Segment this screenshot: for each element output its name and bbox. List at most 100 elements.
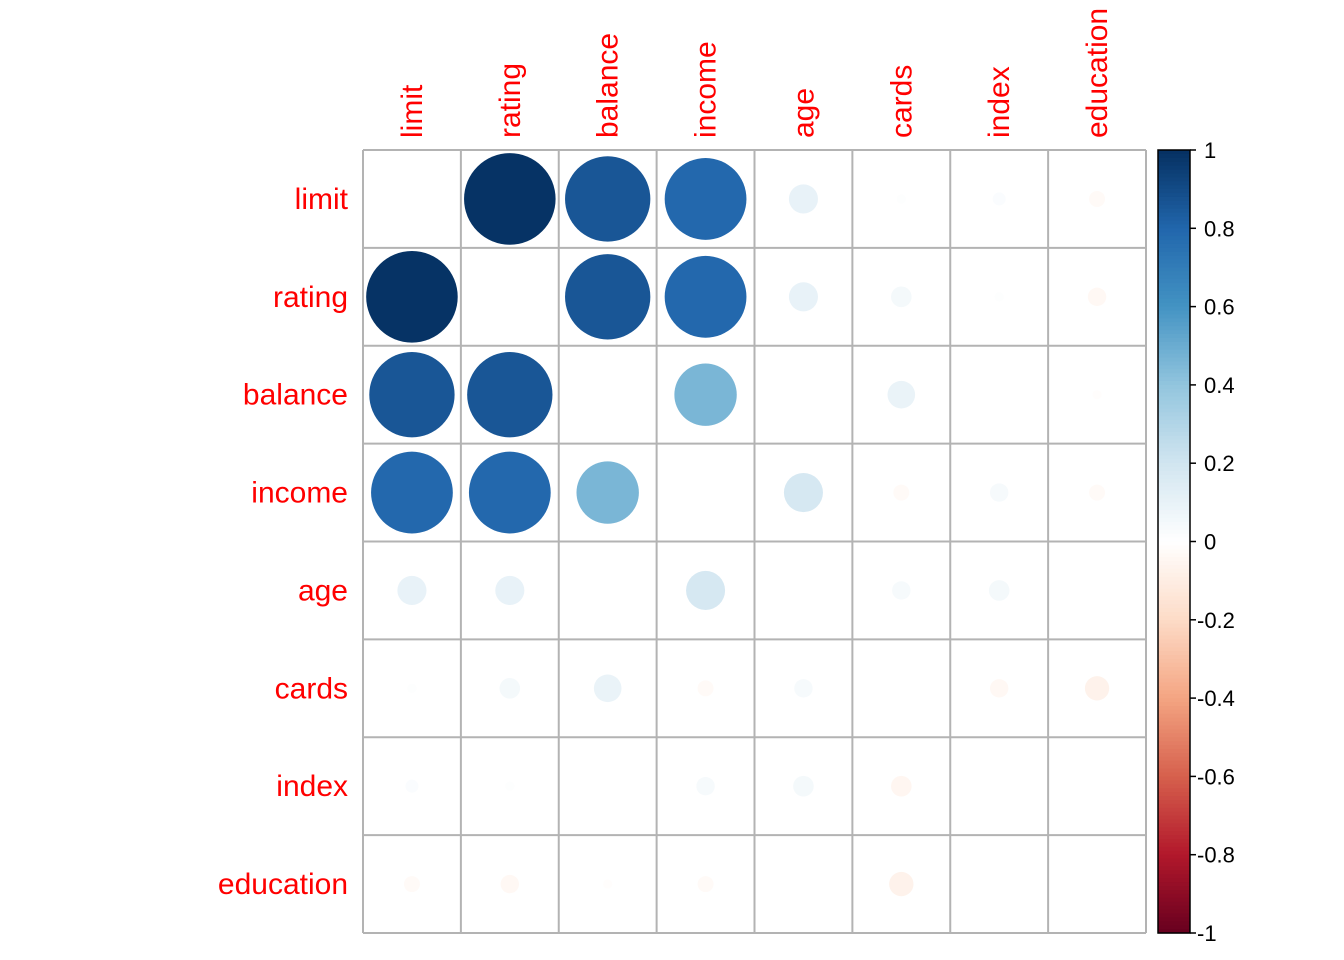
colorbar-segment (1158, 639, 1190, 644)
colorbar-tick-label: -0.8 (1197, 843, 1235, 868)
colorbar-segment (1158, 694, 1190, 699)
colorbar-segment (1158, 819, 1190, 824)
colorbar-tick-label: -1 (1197, 921, 1217, 946)
corr-circle-age-limit (397, 575, 427, 605)
row-label-age: age (298, 574, 348, 607)
colorbar-segment (1158, 232, 1190, 237)
corr-circle-limit-rating (464, 153, 556, 245)
colorbar-segment (1158, 494, 1190, 500)
colorbar-segment (1158, 627, 1190, 633)
colorbar-segment (1158, 529, 1190, 535)
colorbar-segment (1158, 592, 1190, 597)
colorbar-segment (1158, 658, 1190, 664)
colorbar-segment (1158, 193, 1190, 198)
colorbar-segment (1158, 459, 1190, 464)
corr-circle-cards-limit (407, 683, 417, 693)
colorbar-segment (1158, 255, 1190, 261)
colorbar-segment (1158, 518, 1190, 523)
colorbar-segment (1158, 655, 1190, 660)
colorbar-segment (1158, 353, 1190, 359)
colorbar-segment (1158, 564, 1190, 570)
colorbar-segment (1158, 412, 1190, 417)
colorbar-segment (1158, 878, 1190, 883)
colorbar-segment (1158, 721, 1190, 727)
colorbar-segment (1158, 361, 1190, 366)
colorbar-segment (1158, 698, 1190, 703)
row-label-limit: limit (295, 183, 349, 216)
colorbar-segment (1158, 702, 1190, 707)
colorbar-segment (1158, 251, 1190, 257)
colorbar-segment (1158, 404, 1190, 409)
colorbar-segment (1158, 439, 1190, 445)
colorbar-segment (1158, 294, 1190, 300)
grid-lines (362, 149, 1147, 934)
colorbar-segment (1158, 678, 1190, 684)
colorbar-segment (1158, 200, 1190, 206)
corr-circle-limit-education (1089, 190, 1106, 207)
colorbar-segment (1158, 608, 1190, 613)
colorbar-segment (1158, 662, 1190, 668)
colorbar-segment (1158, 795, 1190, 801)
colorbar-segment (1158, 647, 1190, 652)
colorbar-segment (1158, 240, 1190, 245)
colorbar-segment (1158, 596, 1190, 601)
colorbar-segment (1158, 768, 1190, 774)
colorbar-segment (1158, 283, 1190, 288)
corr-circle-education-limit (403, 876, 420, 893)
colorbar-segment (1158, 862, 1190, 868)
colorbar-segment (1158, 866, 1190, 871)
column-label-balance: balance (592, 33, 625, 138)
colorbar-segment (1158, 228, 1190, 233)
colorbar-segment (1158, 306, 1190, 312)
colorbar-segment (1158, 322, 1190, 327)
corr-circle-balance-rating (467, 352, 553, 438)
colorbar-segment (1158, 263, 1190, 269)
colorbar-segment (1158, 298, 1190, 304)
corr-circle-index-rating (505, 781, 515, 791)
corr-circle-cards-rating (499, 678, 521, 699)
corr-circle-income-rating (468, 451, 551, 534)
column-label-education: education (1081, 8, 1114, 138)
column-label-cards: cards (885, 65, 918, 138)
colorbar-segment (1158, 905, 1190, 911)
row-label-cards: cards (275, 672, 348, 705)
colorbar-segment (1158, 380, 1190, 386)
colorbar-segment (1158, 831, 1190, 836)
colorbar-segment (1158, 842, 1190, 848)
colorbar-segment (1158, 776, 1190, 781)
colorbar-segment (1158, 247, 1190, 253)
colorbar-segment (1158, 486, 1190, 492)
corr-circle-rating-index (994, 292, 1004, 302)
colorbar-segment (1158, 365, 1190, 370)
colorbar-segment (1158, 302, 1190, 308)
column-label-rating: rating (494, 63, 527, 138)
colorbar-segment (1158, 807, 1190, 813)
corr-circle-cards-income (697, 680, 714, 697)
colorbar-segment (1158, 752, 1190, 758)
colorbar-segment (1158, 929, 1190, 934)
corr-circle-limit-income (664, 158, 747, 240)
colorbar-segment (1158, 921, 1190, 926)
colorbar-segment (1158, 345, 1190, 351)
colorbar-segment (1158, 917, 1190, 922)
colorbar-segment (1158, 341, 1190, 347)
corr-circle-age-income (686, 570, 726, 610)
colorbar-segment (1158, 839, 1190, 844)
colorbar-segment (1158, 561, 1190, 566)
colorbar-segment (1158, 803, 1190, 809)
corr-circle-income-balance (576, 461, 639, 524)
colorbar-segment (1158, 584, 1190, 590)
colorbar-segment (1158, 208, 1190, 214)
column-label-limit: limit (396, 84, 429, 138)
colorbar-segment (1158, 733, 1190, 738)
row-label-education: education (218, 868, 348, 901)
colorbar-segment (1158, 572, 1190, 578)
colorbar-segment (1158, 568, 1190, 574)
colorbar-segment (1158, 827, 1190, 832)
corr-circle-age-rating (495, 575, 525, 605)
colorbar-tick-label: -0.4 (1197, 686, 1235, 711)
colorbar-tick-label: -0.6 (1197, 764, 1235, 789)
colorbar-segment (1158, 490, 1190, 496)
colorbar-segment (1158, 478, 1190, 484)
colorbar-segment (1158, 897, 1190, 903)
